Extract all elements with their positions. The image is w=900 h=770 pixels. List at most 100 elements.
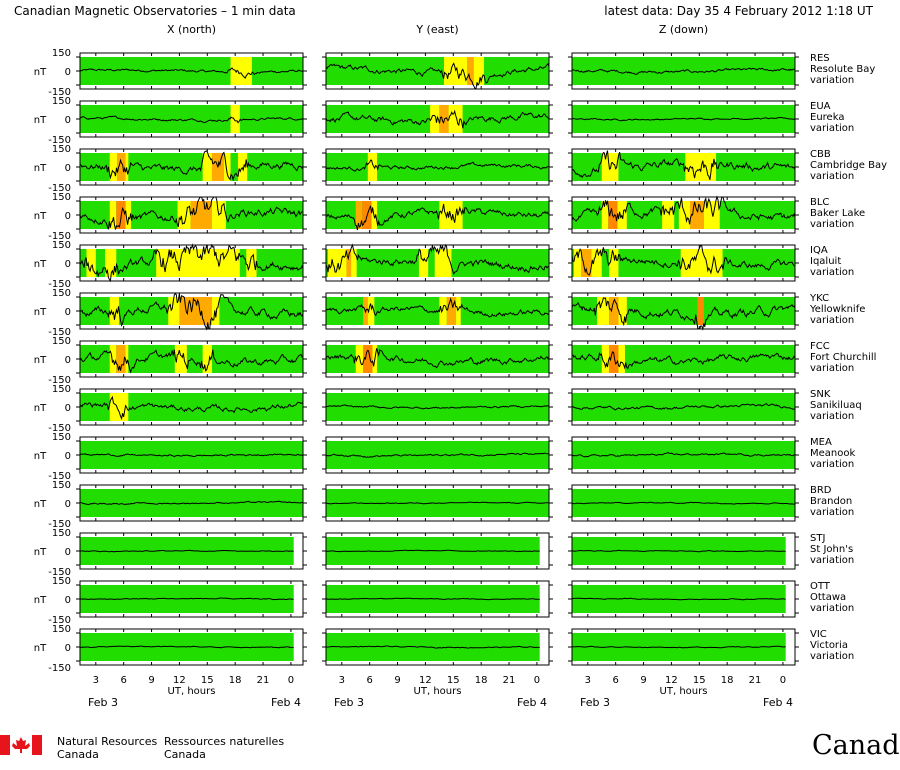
moderate-band (618, 345, 625, 373)
y-unit-label: nT (34, 595, 47, 606)
moderate-band (125, 345, 129, 373)
active-band (446, 297, 457, 325)
y-tick-label: 150 (52, 576, 71, 587)
station-code: FCC (810, 341, 830, 352)
y-tick-label: 0 (65, 115, 71, 126)
moderate-band (327, 249, 347, 277)
moderate-band (601, 201, 609, 229)
nrc-english: Natural Resources Canada (57, 735, 157, 761)
variation-trace (325, 404, 550, 410)
nrc-french-line1: Ressources naturelles (164, 735, 285, 748)
y-unit-label: nT (34, 163, 47, 174)
x-tick-label: 9 (394, 675, 400, 686)
variation-trace (571, 351, 796, 370)
variation-trace (79, 349, 304, 374)
y-unit-label: nT (34, 403, 47, 414)
station-name: Victoria (810, 640, 848, 651)
y-tick-label: -150 (48, 615, 71, 626)
moderate-band (202, 345, 212, 373)
y-unit-label: nT (34, 115, 47, 126)
station-name: Cambridge Bay (810, 160, 887, 171)
moderate-band (573, 249, 582, 277)
moderate-band (351, 249, 357, 277)
station-suffix: variation (810, 459, 854, 470)
variation-trace (325, 297, 549, 318)
moderate-band (211, 297, 220, 325)
y-tick-label: -150 (48, 567, 71, 578)
moderate-band (601, 345, 610, 373)
variation-trace (79, 549, 294, 553)
variation-trace (571, 452, 796, 458)
moderate-band (367, 153, 378, 181)
moderate-band (109, 153, 118, 181)
moderate-band (177, 201, 191, 229)
x-tick-label: 0 (288, 675, 294, 686)
variation-trace (79, 292, 304, 331)
y-tick-label: -150 (48, 183, 71, 194)
y-unit-label: nT (34, 451, 47, 462)
moderate-band (617, 201, 627, 229)
x-tick-label: 15 (447, 675, 460, 686)
latest-data-label: latest data: Day 35 4 February 2012 1:18… (604, 4, 873, 18)
date-left-label: Feb 3 (88, 696, 118, 709)
variation-trace (79, 243, 304, 283)
y-unit-label: nT (34, 67, 47, 78)
y-tick-label: 0 (65, 595, 71, 606)
x-tick-label: 9 (640, 675, 646, 686)
moderate-band (109, 345, 117, 373)
quiet-band (326, 393, 549, 421)
x-tick-label: 21 (503, 675, 516, 686)
variation-trace (325, 549, 540, 553)
variation-trace (571, 645, 786, 649)
chart-title: Canadian Magnetic Observatories – 1 min … (14, 4, 296, 18)
x-tick-label: 6 (612, 675, 618, 686)
moderate-band (456, 297, 461, 325)
quiet-band (326, 297, 549, 325)
station-suffix: variation (810, 171, 854, 182)
station-suffix: variation (810, 603, 854, 614)
nrc-french: Ressources naturelles Canada (164, 735, 284, 761)
y-tick-label: -150 (48, 135, 71, 146)
storm-band (697, 297, 704, 325)
y-tick-label: 150 (52, 624, 71, 635)
variation-trace (79, 453, 304, 458)
y-tick-label: 0 (65, 403, 71, 414)
variation-trace (79, 597, 294, 601)
y-tick-label: 150 (52, 528, 71, 539)
quiet-band (326, 153, 549, 181)
moderate-band (430, 105, 440, 133)
y-tick-label: -150 (48, 423, 71, 434)
y-unit-label: nT (34, 211, 47, 222)
variation-trace (325, 645, 540, 649)
station-code: EUA (810, 101, 831, 112)
station-suffix: variation (810, 411, 854, 422)
moderate-band (591, 249, 602, 277)
y-unit-label: nT (34, 643, 47, 654)
date-right-label: Feb 4 (517, 696, 547, 709)
date-left-label: Feb 3 (580, 696, 610, 709)
moderate-band (680, 249, 723, 277)
x-tick-label: 9 (148, 675, 154, 686)
moderate-band (237, 153, 248, 181)
moderate-band (618, 297, 627, 325)
x-tick-label: 18 (475, 675, 488, 686)
active-band (346, 249, 352, 277)
x-tick-label: 3 (339, 675, 345, 686)
x-tick-label: 21 (257, 675, 270, 686)
y-tick-label: 0 (65, 547, 71, 558)
y-tick-label: 150 (52, 96, 71, 107)
station-name: Sanikiluaq (810, 400, 862, 411)
variation-trace (572, 549, 786, 553)
station-code: STJ (810, 533, 825, 544)
station-suffix: variation (810, 123, 854, 134)
x-axis-label: UT, hours (660, 686, 708, 697)
x-tick-label: 12 (419, 675, 432, 686)
variation-trace (571, 297, 796, 331)
x-tick-label: 21 (749, 675, 762, 686)
date-right-label: Feb 4 (763, 696, 793, 709)
y-tick-label: 150 (52, 336, 71, 347)
moderate-band (246, 249, 257, 277)
maple-leaf-icon (0, 735, 42, 755)
station-suffix: variation (810, 651, 854, 662)
variation-trace (571, 150, 796, 181)
